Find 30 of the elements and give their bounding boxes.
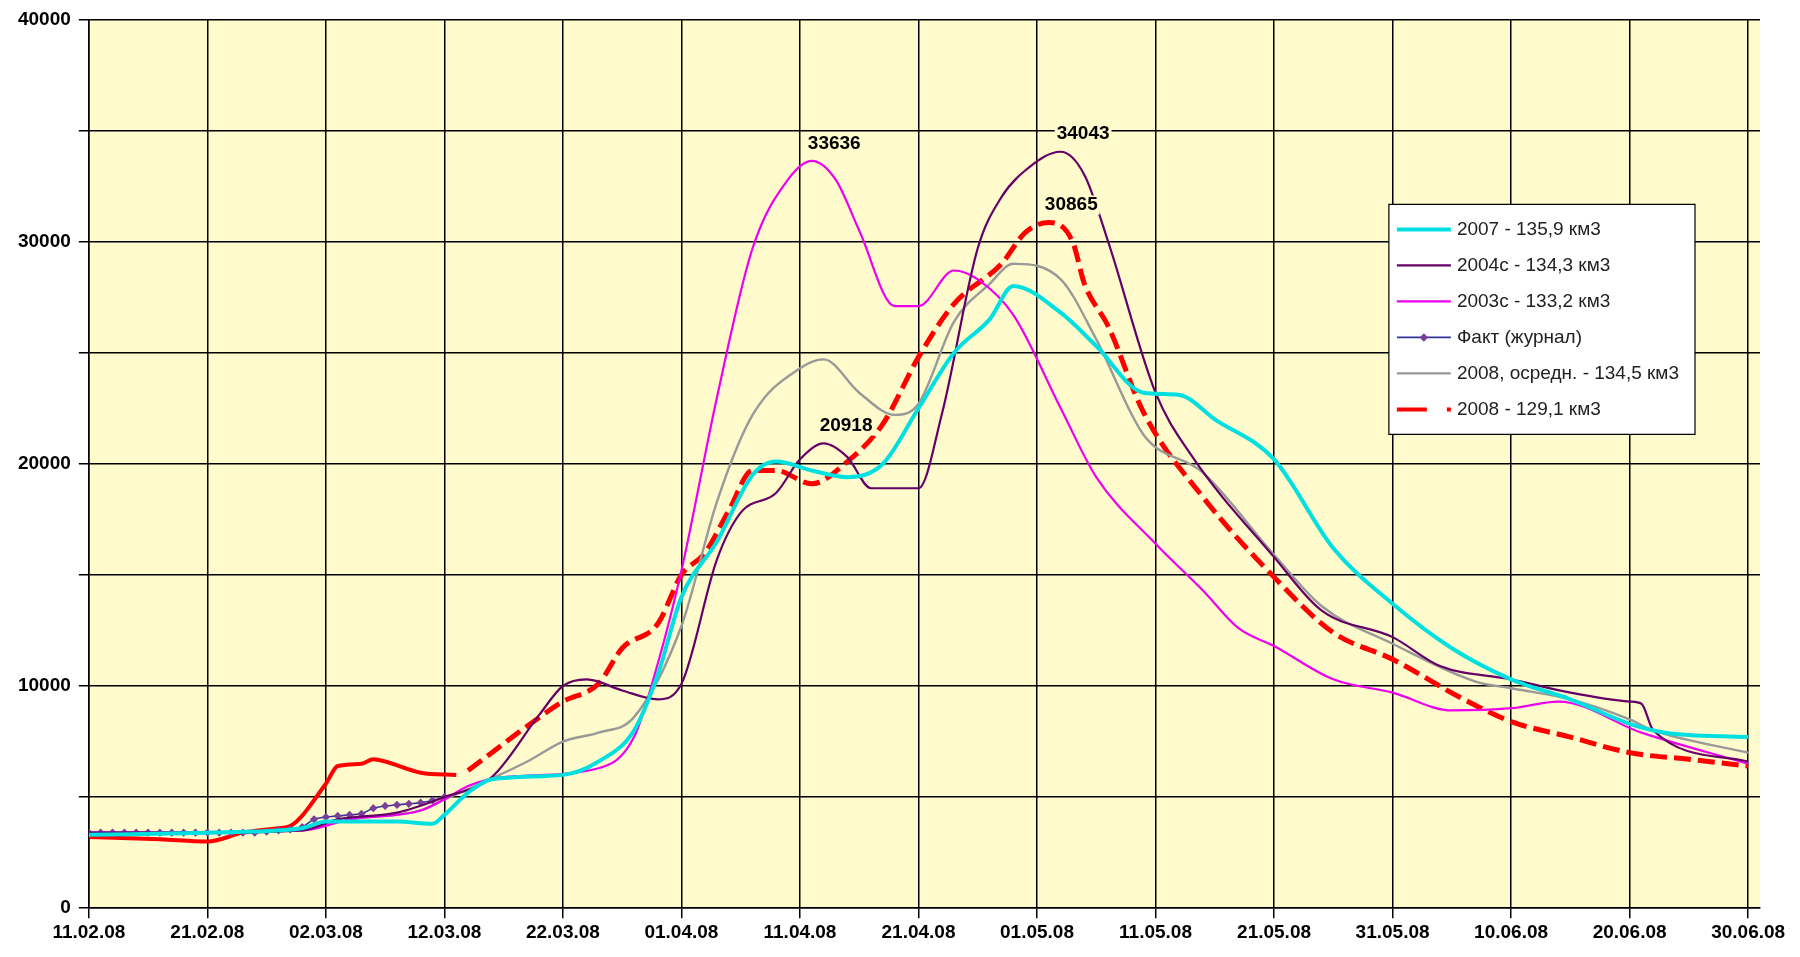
annotation: 20918 xyxy=(819,414,873,436)
annotation: 34043 xyxy=(1056,122,1110,144)
x-tick-label: 12.03.08 xyxy=(407,920,482,942)
x-tick-label: 02.03.08 xyxy=(288,920,363,942)
x-tick-label: 11.05.08 xyxy=(1119,920,1192,942)
legend-label: 2004с - 134,3 км3 xyxy=(1456,253,1611,275)
legend-label: 2003с - 133,2 км3 xyxy=(1456,289,1611,311)
y-tick-label: 0 xyxy=(60,896,71,918)
x-tick-label: 22.03.08 xyxy=(525,920,600,942)
x-tick-label: 21.05.08 xyxy=(1237,920,1312,942)
legend-label: Факт (журнал) xyxy=(1456,325,1582,347)
x-tick-label: 01.05.08 xyxy=(1000,920,1074,942)
legend-label: 2008, осредн. - 134,5 км3 xyxy=(1456,361,1680,383)
y-tick-label: 40000 xyxy=(17,7,71,29)
x-tick-label: 11.04.08 xyxy=(763,920,837,942)
legend-label: 2008 - 129,1 км3 xyxy=(1456,397,1601,419)
x-tick-label: 31.05.08 xyxy=(1355,920,1430,942)
y-tick-label: 20000 xyxy=(17,452,71,474)
x-tick-label: 21.02.08 xyxy=(170,920,245,942)
x-tick-label: 21.04.08 xyxy=(881,920,956,942)
x-tick-label: 11.02.08 xyxy=(52,920,126,942)
x-tick-label: 01.04.08 xyxy=(644,920,719,942)
x-tick-label: 30.06.08 xyxy=(1711,920,1786,942)
annotation: 30865 xyxy=(1044,193,1099,215)
x-tick-label: 10.06.08 xyxy=(1474,920,1549,942)
y-tick-label: 30000 xyxy=(17,229,71,251)
annotation: 33636 xyxy=(807,131,861,153)
legend-label: 2007 - 135,9 км3 xyxy=(1456,217,1601,239)
y-tick-label: 10000 xyxy=(17,674,71,696)
x-tick-label: 20.06.08 xyxy=(1592,920,1667,942)
